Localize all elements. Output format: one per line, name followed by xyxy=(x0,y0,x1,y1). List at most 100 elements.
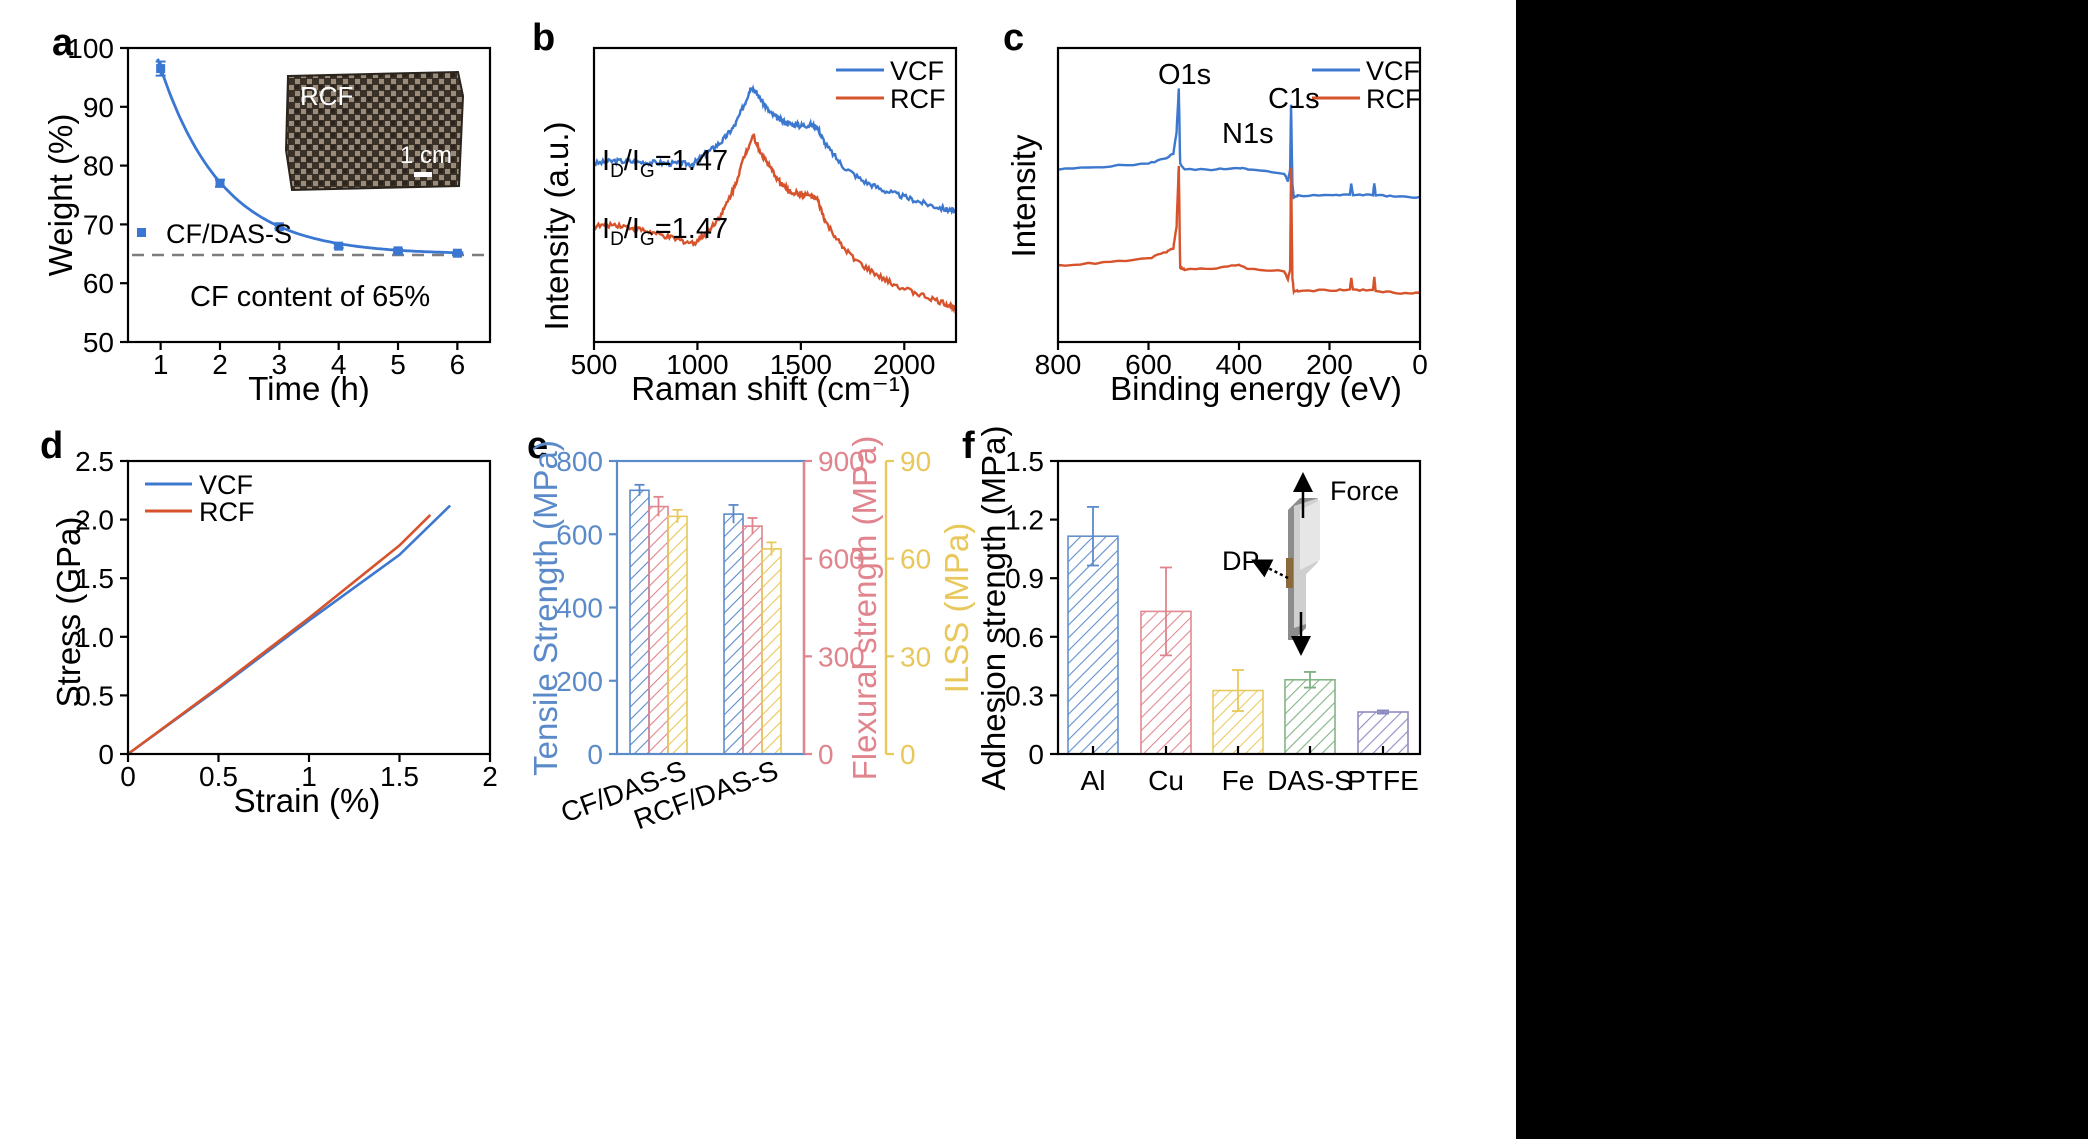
f-inset-dp-label: DP xyxy=(1222,546,1260,576)
d-axis-ticks: 0 0.5 1 1.5 2 0 0.5 1.0 1.5 2.0 2.5 xyxy=(75,446,498,792)
a-axis-ticks: 1 2 3 4 5 6 50 60 70 80 90 100 xyxy=(67,33,465,380)
a-ytick-label: 70 xyxy=(83,209,114,240)
e-ilss-ytick-label: 90 xyxy=(900,446,931,477)
panel-label-d: d xyxy=(40,425,63,467)
d-xtick-label: 0 xyxy=(120,761,136,792)
d-ytick-label: 2.0 xyxy=(75,505,114,536)
panel-d: d 0 0.5 1 1.5 2 0 0.5 1.0 1.5 2.0 2.5 VCF RCF Stra… xyxy=(40,425,498,819)
a-data-point xyxy=(334,241,344,251)
f-bar xyxy=(1284,678,1336,755)
d-ytick-label: 0 xyxy=(98,739,114,770)
c-legend-rcf: RCF xyxy=(1366,84,1422,114)
a-plot-frame xyxy=(126,46,492,344)
f-ytick-label: 0 xyxy=(1028,739,1044,770)
b-xtick-label: 500 xyxy=(571,349,618,380)
b-series-vcf xyxy=(593,84,957,216)
b-xtick-label: 2000 xyxy=(873,349,935,380)
panel-label-a: a xyxy=(52,22,74,64)
f-ytick-label: 0.3 xyxy=(1005,680,1044,711)
panel-label-c: c xyxy=(1003,17,1024,59)
b-plot-frame xyxy=(592,46,958,344)
f-y-axis-label: Adhesion strength (MPa) xyxy=(975,425,1012,790)
e-bar xyxy=(629,489,650,755)
c-xtick-label: 200 xyxy=(1306,349,1353,380)
e-bar xyxy=(667,515,688,755)
e-y-axis-label-ilss: ILSS (MPa) xyxy=(938,523,975,694)
b-legend-vcf: VCF xyxy=(890,56,944,86)
e-ilss-ytick-label: 60 xyxy=(900,544,931,575)
c-xtick-label: 800 xyxy=(1035,349,1082,380)
b-series-rcf xyxy=(592,133,957,314)
b-legend-rcf: RCF xyxy=(890,84,946,114)
a-xtick-label: 1 xyxy=(153,349,169,380)
panel-label-b: b xyxy=(532,17,555,59)
f-bar xyxy=(1067,535,1119,755)
c-xtick-label: 600 xyxy=(1125,349,1172,380)
d-ytick-label: 2.5 xyxy=(75,446,114,477)
c-xtick-label: 400 xyxy=(1216,349,1263,380)
e-bar xyxy=(761,548,782,755)
c-legend-vcf: VCF xyxy=(1366,56,1420,86)
e-flexural-ytick-label: 900 xyxy=(818,446,865,477)
d-legend-vcf: VCF xyxy=(199,470,253,500)
c-plot-frame xyxy=(1056,46,1422,344)
f-inset-schematic: Force DP xyxy=(1222,472,1399,656)
d-xtick-label: 1.5 xyxy=(380,761,419,792)
c-y-axis-label: Intensity xyxy=(1005,134,1042,257)
a-data-point xyxy=(452,248,462,258)
a-xtick-label: 4 xyxy=(331,349,347,380)
panel-label-e: e xyxy=(527,425,548,467)
b-annotation-id-ig: ID/IG=1.47 xyxy=(602,145,728,182)
a-legend-marker xyxy=(137,228,146,237)
c-xtick-label: 0 xyxy=(1412,349,1428,380)
b-axis-ticks: 500 1000 1500 2000 xyxy=(571,342,935,380)
e-tensile-ytick-label: 400 xyxy=(556,593,603,624)
b-annotations: ID/IG=1.47 ID/IG=1.47 xyxy=(602,145,728,250)
a-xtick-label: 6 xyxy=(450,349,466,380)
e-ilss-ytick-label: 30 xyxy=(900,641,931,672)
c-annotation-n1s: N1s xyxy=(1222,118,1274,150)
a-inset-label: RCF xyxy=(300,81,353,111)
d-plot-frame xyxy=(126,459,492,756)
a-x-axis-label: Time (h) xyxy=(248,370,370,407)
b-x-axis-label: Raman shift (cm⁻¹) xyxy=(631,370,911,407)
b-xtick-label: 1500 xyxy=(770,349,832,380)
f-category-label: DAS-S xyxy=(1267,765,1353,796)
b-y-axis-label: Intensity (a.u.) xyxy=(538,121,575,330)
a-ytick-label: 100 xyxy=(67,33,114,64)
a-xtick-label: 3 xyxy=(272,349,288,380)
a-scale-bar xyxy=(414,172,432,177)
f-ytick-label: 1.5 xyxy=(1005,446,1044,477)
d-y-axis-label: Stress (GPa) xyxy=(50,517,87,708)
f-ytick-label: 0.6 xyxy=(1005,622,1044,653)
e-ilss-ytick-label: 0 xyxy=(900,739,916,770)
e-flexural-ytick-label: 300 xyxy=(818,641,865,672)
d-xtick-label: 0.5 xyxy=(199,761,238,792)
e-bars xyxy=(629,483,782,755)
d-x-axis-label: Strain (%) xyxy=(234,782,381,819)
f-bars xyxy=(1067,506,1409,755)
a-ytick-label: 60 xyxy=(83,268,114,299)
a-annotation: CF content of 65% xyxy=(190,281,430,313)
c-annotation-o1s: O1s xyxy=(1158,59,1211,91)
f-category-label: PTFE xyxy=(1347,765,1419,796)
e-tensile-ytick-label: 200 xyxy=(556,666,603,697)
e-tensile-ytick-label: 800 xyxy=(556,446,603,477)
c-annotation-c1s: C1s xyxy=(1268,83,1320,115)
a-legend-label: CF/DAS-S xyxy=(166,219,292,249)
d-xtick-label: 2 xyxy=(482,761,498,792)
a-data-point xyxy=(393,246,403,256)
e-bar xyxy=(648,505,669,755)
a-y-axis-label: Weight (%) xyxy=(42,114,79,277)
e-axis-ticks: 0 200 400 600 800 0 300 600 900 0 30 60 90 xyxy=(556,446,931,770)
e-y-axis-label-flexural: Flexural strength (MPa) xyxy=(846,436,883,781)
c-series-rcf xyxy=(1057,165,1421,296)
panel-b: b 500 1000 1500 2000 VCF RCF ID/IG=1.47ID/I… xyxy=(532,17,958,407)
d-legend-rcf: RCF xyxy=(199,497,255,527)
f-ytick-label: 1.2 xyxy=(1005,505,1044,536)
panel-c: c 800 600 400 200 0 VCF RCF O1s N1s C1s Bind… xyxy=(1003,17,1428,407)
